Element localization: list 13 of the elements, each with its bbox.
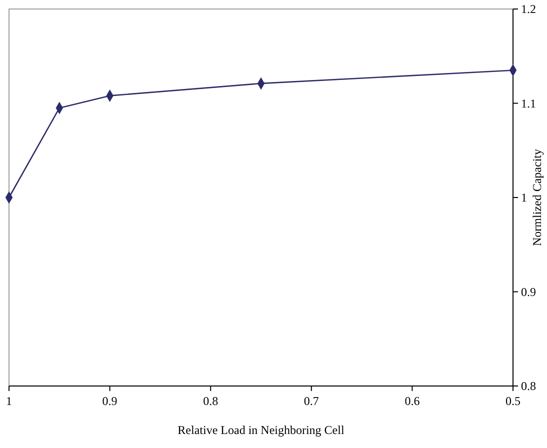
y-axis-title: Normlized Capacity xyxy=(530,149,544,246)
y-tick-label: 1 xyxy=(521,190,527,204)
x-axis-title: Relative Load in Neighboring Cell xyxy=(178,423,345,437)
y-tick-label: 1.1 xyxy=(521,96,536,110)
x-tick-label: 0.6 xyxy=(404,394,420,408)
x-tick-label: 0.7 xyxy=(304,394,319,408)
x-tick-label: 0.5 xyxy=(506,394,520,408)
y-tick-label: 0.9 xyxy=(521,284,536,299)
x-tick-label: 1 xyxy=(6,394,12,408)
y-tick-label: 1.2 xyxy=(521,2,536,16)
x-tick-label: 0.9 xyxy=(102,394,118,408)
x-tick-label: 0.8 xyxy=(203,394,218,408)
y-tick-label: 0.8 xyxy=(521,379,536,393)
